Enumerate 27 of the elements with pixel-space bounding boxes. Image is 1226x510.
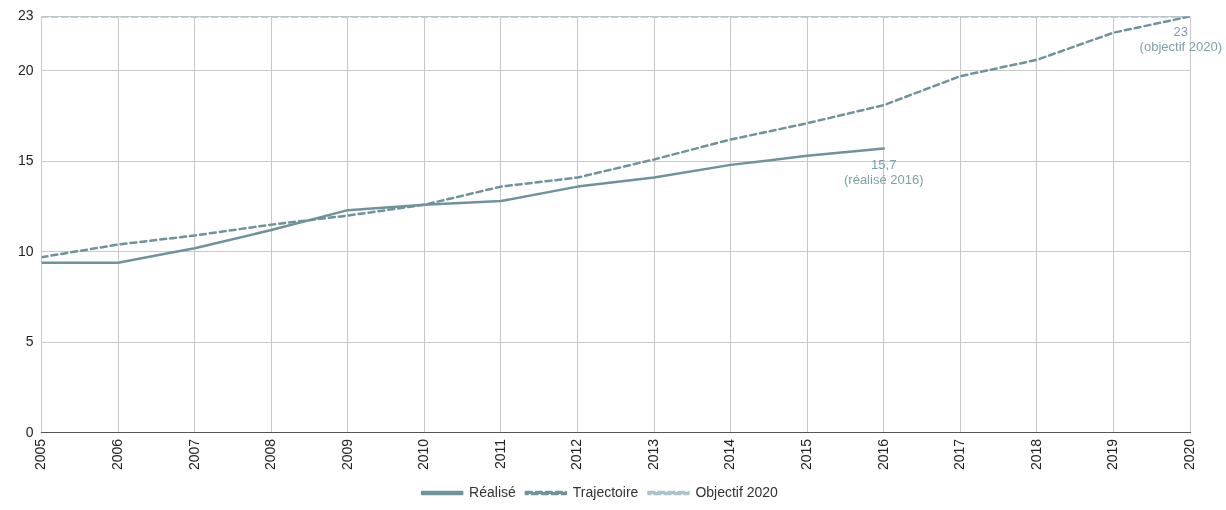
x-tick-label: 2006 [108, 438, 125, 471]
x-tick-label: 2018 [1027, 438, 1044, 471]
x-tick-label: 2016 [874, 438, 891, 471]
x-tick-label: 2014 [721, 438, 738, 471]
x-tick-label: 2010 [415, 438, 432, 471]
legend-label: Réalisé [469, 483, 516, 500]
y-tick-label: 10 [17, 242, 34, 259]
annotation: 15,7 (réalisé 2016) [844, 156, 924, 187]
y-tick-label: 15 [17, 152, 34, 169]
legend-label: Trajectoire [572, 483, 639, 500]
y-tick-label: 5 [25, 333, 34, 350]
x-tick-label: 2012 [568, 438, 585, 471]
annotation: 23 (objectif 2020) [1139, 24, 1223, 55]
x-tick-label: 2011 [491, 438, 508, 469]
y-tick-label: 23 [17, 7, 34, 24]
x-tick-label: 2019 [1104, 438, 1121, 471]
x-tick-label: 2009 [338, 438, 355, 471]
x-tick-label: 2013 [644, 438, 661, 471]
legend-label: Objectif 2020 [695, 483, 779, 500]
x-tick-label: 2015 [798, 438, 815, 471]
x-tick-label: 2005 [32, 438, 49, 471]
x-tick-label: 2017 [951, 438, 968, 471]
x-tick-label: 2007 [185, 438, 202, 471]
x-tick-label: 2008 [262, 438, 279, 471]
y-tick-label: 20 [17, 61, 34, 78]
y-tick-label: 0 [25, 423, 34, 440]
x-tick-label: 2020 [1180, 438, 1197, 471]
